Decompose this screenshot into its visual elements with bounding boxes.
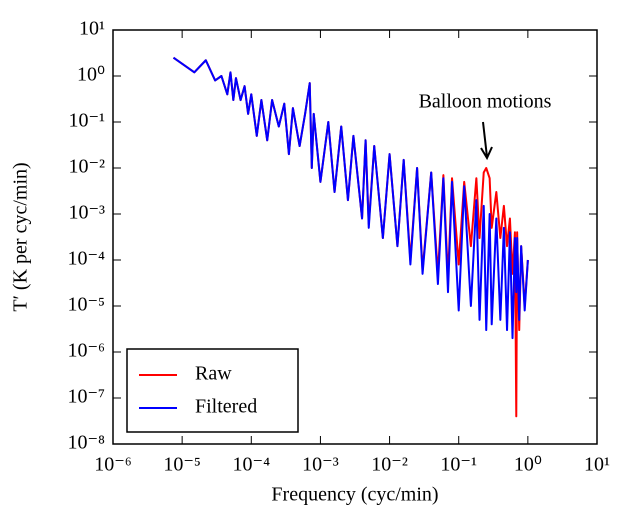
x-axis-label: Frequency (cyc/min) — [271, 484, 438, 506]
x-tick-label: 10⁻² — [371, 454, 408, 476]
y-tick-label: 10⁻⁸ — [67, 432, 105, 454]
x-tick-label: 10¹ — [584, 454, 610, 476]
legend-box — [126, 348, 299, 433]
y-axis-label: T′ (K per cyc/min) — [10, 162, 32, 311]
legend-label: Filtered — [195, 396, 257, 418]
y-tick-label: 10⁻² — [68, 156, 105, 178]
x-tick-label: 10⁻⁵ — [163, 454, 201, 476]
annotation: Balloon motions — [419, 91, 552, 113]
y-tick-label: 10¹ — [79, 18, 105, 40]
legend-label: Raw — [195, 363, 232, 385]
x-tick-label: 10⁻³ — [302, 454, 339, 476]
y-tick-label: 10⁰ — [77, 64, 105, 86]
x-tick-label: 10⁻⁶ — [94, 454, 132, 476]
y-tick-label: 10⁻⁷ — [67, 386, 105, 408]
plot-frame — [112, 29, 598, 445]
x-tick-label: 10⁰ — [514, 454, 542, 476]
x-tick-label: 10⁻¹ — [440, 454, 477, 476]
annotation-arrow — [480, 121, 493, 161]
y-tick-label: 10⁻⁴ — [67, 248, 105, 270]
series-line — [172, 56, 529, 340]
y-tick-label: 10⁻⁵ — [67, 294, 105, 316]
y-tick-label: 10⁻³ — [68, 202, 105, 224]
y-tick-label: 10⁻⁶ — [67, 340, 105, 362]
x-tick-label: 10⁻⁴ — [233, 454, 271, 476]
y-tick-label: 10⁻¹ — [68, 110, 105, 132]
